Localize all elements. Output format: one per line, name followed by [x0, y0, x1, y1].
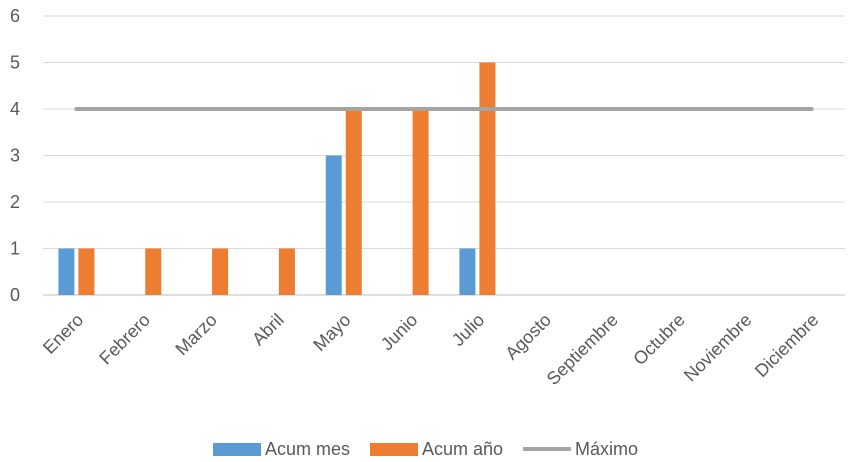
y-tick-label-4: 4 — [10, 99, 20, 119]
x-tick-label-8: Septiembre — [543, 310, 622, 389]
x-tick-label-11: Diciembre — [751, 310, 822, 381]
legend-label-acum-ano: Acum año — [421, 438, 504, 459]
gridlines — [43, 15, 845, 296]
bar-acum-ano-4 — [345, 109, 362, 295]
legend-swatch-maximo — [523, 447, 572, 451]
x-tick-label-7: Agosto — [501, 310, 555, 364]
x-tick-label-5: Junio — [377, 310, 422, 355]
x-tick-label-1: Febrero — [95, 310, 154, 369]
legend-label-maximo: Máximo — [575, 438, 639, 459]
x-tick-label-10: Noviembre — [680, 310, 756, 386]
y-tick-label-6: 6 — [10, 6, 20, 26]
bar-acum-ano-1 — [145, 248, 162, 295]
x-tick-label-4: Mayo — [309, 310, 354, 355]
x-tick-label-3: Abril — [248, 310, 288, 350]
x-tick-label-6: Julio — [448, 310, 488, 350]
y-tick-label-2: 2 — [10, 192, 20, 212]
bar-acum-ano-6 — [479, 62, 496, 295]
legend-label-acum-mes: Acum mes — [264, 438, 350, 459]
legend-item-acum-mes: Acum mes — [212, 438, 350, 460]
y-tick-label-5: 5 — [10, 53, 20, 73]
bar-acum-mes-4 — [325, 155, 342, 295]
y-tick-label-1: 1 — [10, 239, 20, 259]
chart-area: 0 1 2 3 4 5 6 Enero Febrero Marzo Abril Mayo Junio J… — [10, 6, 845, 389]
x-tick-label-0: Enero — [39, 310, 87, 358]
legend-swatch-acum-mes — [212, 442, 261, 456]
x-tick-label-9: Octubre — [629, 310, 688, 369]
bar-acum-ano-3 — [278, 248, 295, 295]
bar-acum-ano-0 — [78, 248, 95, 295]
legend-item-acum-ano: Acum año — [369, 438, 504, 460]
legend-item-maximo: Máximo — [523, 439, 638, 460]
bar-acum-mes-0 — [58, 248, 75, 295]
bar-acum-ano-5 — [412, 109, 429, 295]
legend: Acum mes Acum año Máximo — [0, 436, 851, 462]
x-tick-label-2: Marzo — [171, 310, 221, 360]
legend-swatch-acum-ano — [369, 442, 418, 456]
bar-acum-ano-2 — [212, 248, 229, 295]
bar-acum-mes-6 — [459, 248, 476, 295]
x-axis: Enero Febrero Marzo Abril Mayo Junio Julio Agos… — [39, 310, 822, 389]
y-tick-label-0: 0 — [10, 285, 20, 305]
y-axis: 0 1 2 3 4 5 6 — [10, 6, 20, 305]
bars — [58, 62, 496, 295]
y-tick-label-3: 3 — [10, 146, 20, 166]
